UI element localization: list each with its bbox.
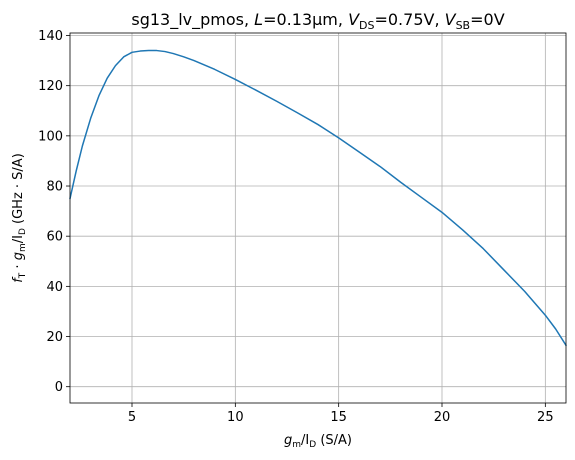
y-tick-label: 120 (38, 79, 63, 94)
y-axis-ticks: 0 20 40 60 80 100 120 140 (38, 29, 70, 395)
chart-title: sg13_lv_pmos, L=0.13µm, VDS=0.75V, VSB=0… (131, 10, 504, 32)
y-tick-label: 100 (38, 129, 63, 144)
series-line (69, 49, 567, 347)
y-tick-label: 0 (55, 380, 63, 395)
plot-frame (69, 32, 567, 404)
x-tick-label: 10 (227, 410, 244, 425)
y-tick-label: 140 (38, 29, 63, 44)
x-tick-label: 25 (537, 410, 554, 425)
x-tick-label: 15 (330, 410, 347, 425)
x-axis-ticks: 5 10 15 20 25 (128, 403, 554, 425)
y-tick-label: 20 (46, 330, 63, 345)
x-tick-label: 5 (128, 410, 136, 425)
y-tick-label: 60 (46, 230, 63, 245)
y-axis-label: fT · gm/ID (GHz · S/A) (11, 153, 28, 283)
y-tick-label: 40 (46, 280, 63, 295)
x-axis-label: gm/ID (S/A) (284, 433, 352, 450)
grid (70, 33, 566, 403)
y-tick-label: 80 (46, 180, 63, 195)
series-layer (69, 49, 567, 347)
x-tick-label: 20 (434, 410, 451, 425)
